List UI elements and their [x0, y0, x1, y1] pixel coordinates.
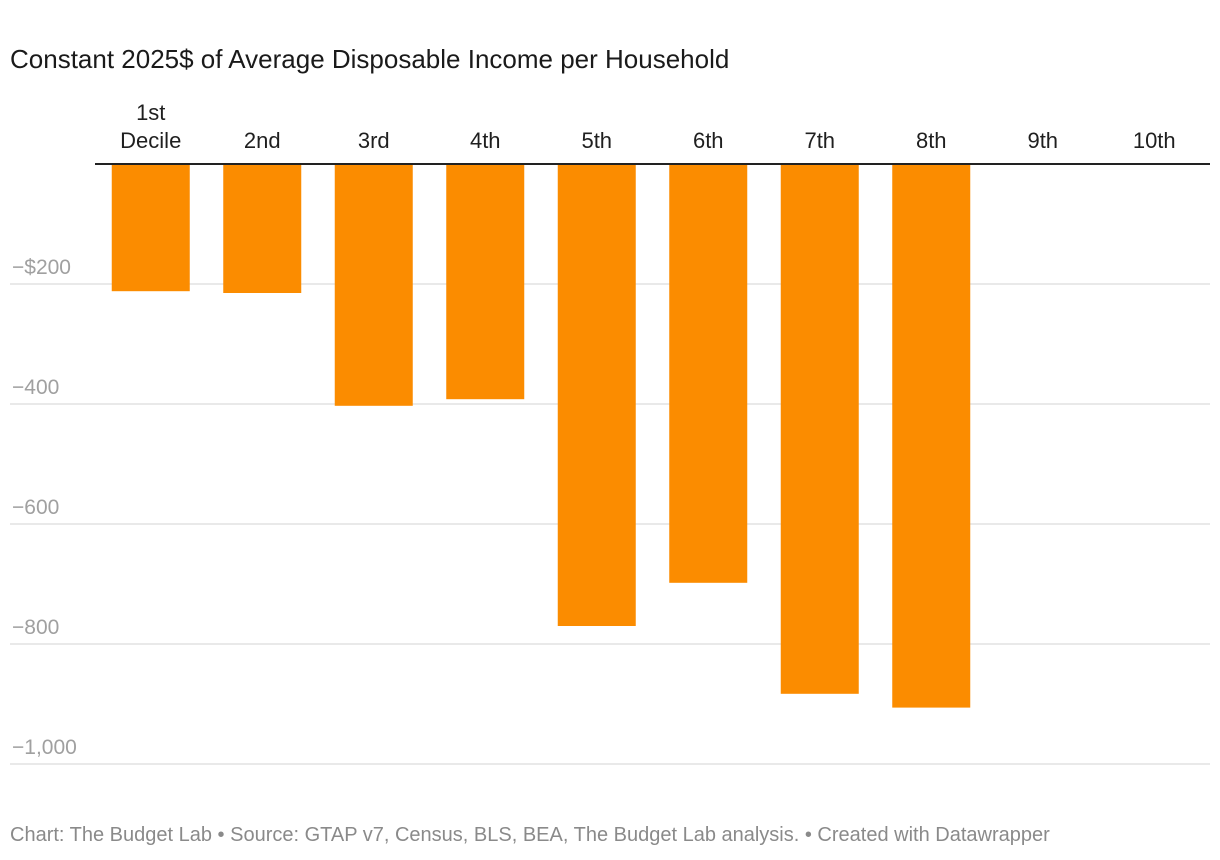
category-label: 5th	[581, 128, 612, 153]
category-label: 9th	[1027, 128, 1058, 153]
y-tick-label: −400	[12, 376, 59, 399]
bar	[446, 164, 525, 400]
y-tick-label: −$200	[12, 256, 71, 279]
category-label: 2nd	[244, 128, 281, 153]
category-label: 6th	[693, 128, 724, 153]
bar	[557, 164, 636, 626]
category-label: 8th	[916, 128, 947, 153]
category-label: Decile	[120, 128, 181, 153]
bar	[669, 164, 748, 583]
category-label: 7th	[804, 128, 835, 153]
chart-footer: Chart: The Budget Lab • Source: GTAP v7,…	[10, 824, 1050, 846]
category-label: 10th	[1133, 128, 1176, 153]
category-label: 4th	[470, 128, 501, 153]
bar	[111, 164, 190, 292]
y-tick-label: −1,000	[12, 736, 77, 759]
category-label: 3rd	[358, 128, 390, 153]
bar	[892, 164, 971, 708]
bar	[223, 164, 302, 293]
category-label: 1st	[136, 100, 165, 125]
chart-title: Constant 2025$ of Average Disposable Inc…	[10, 44, 730, 74]
bar	[334, 164, 413, 406]
y-tick-label: −600	[12, 496, 59, 519]
bar	[780, 164, 859, 694]
y-tick-label: −800	[12, 616, 59, 639]
